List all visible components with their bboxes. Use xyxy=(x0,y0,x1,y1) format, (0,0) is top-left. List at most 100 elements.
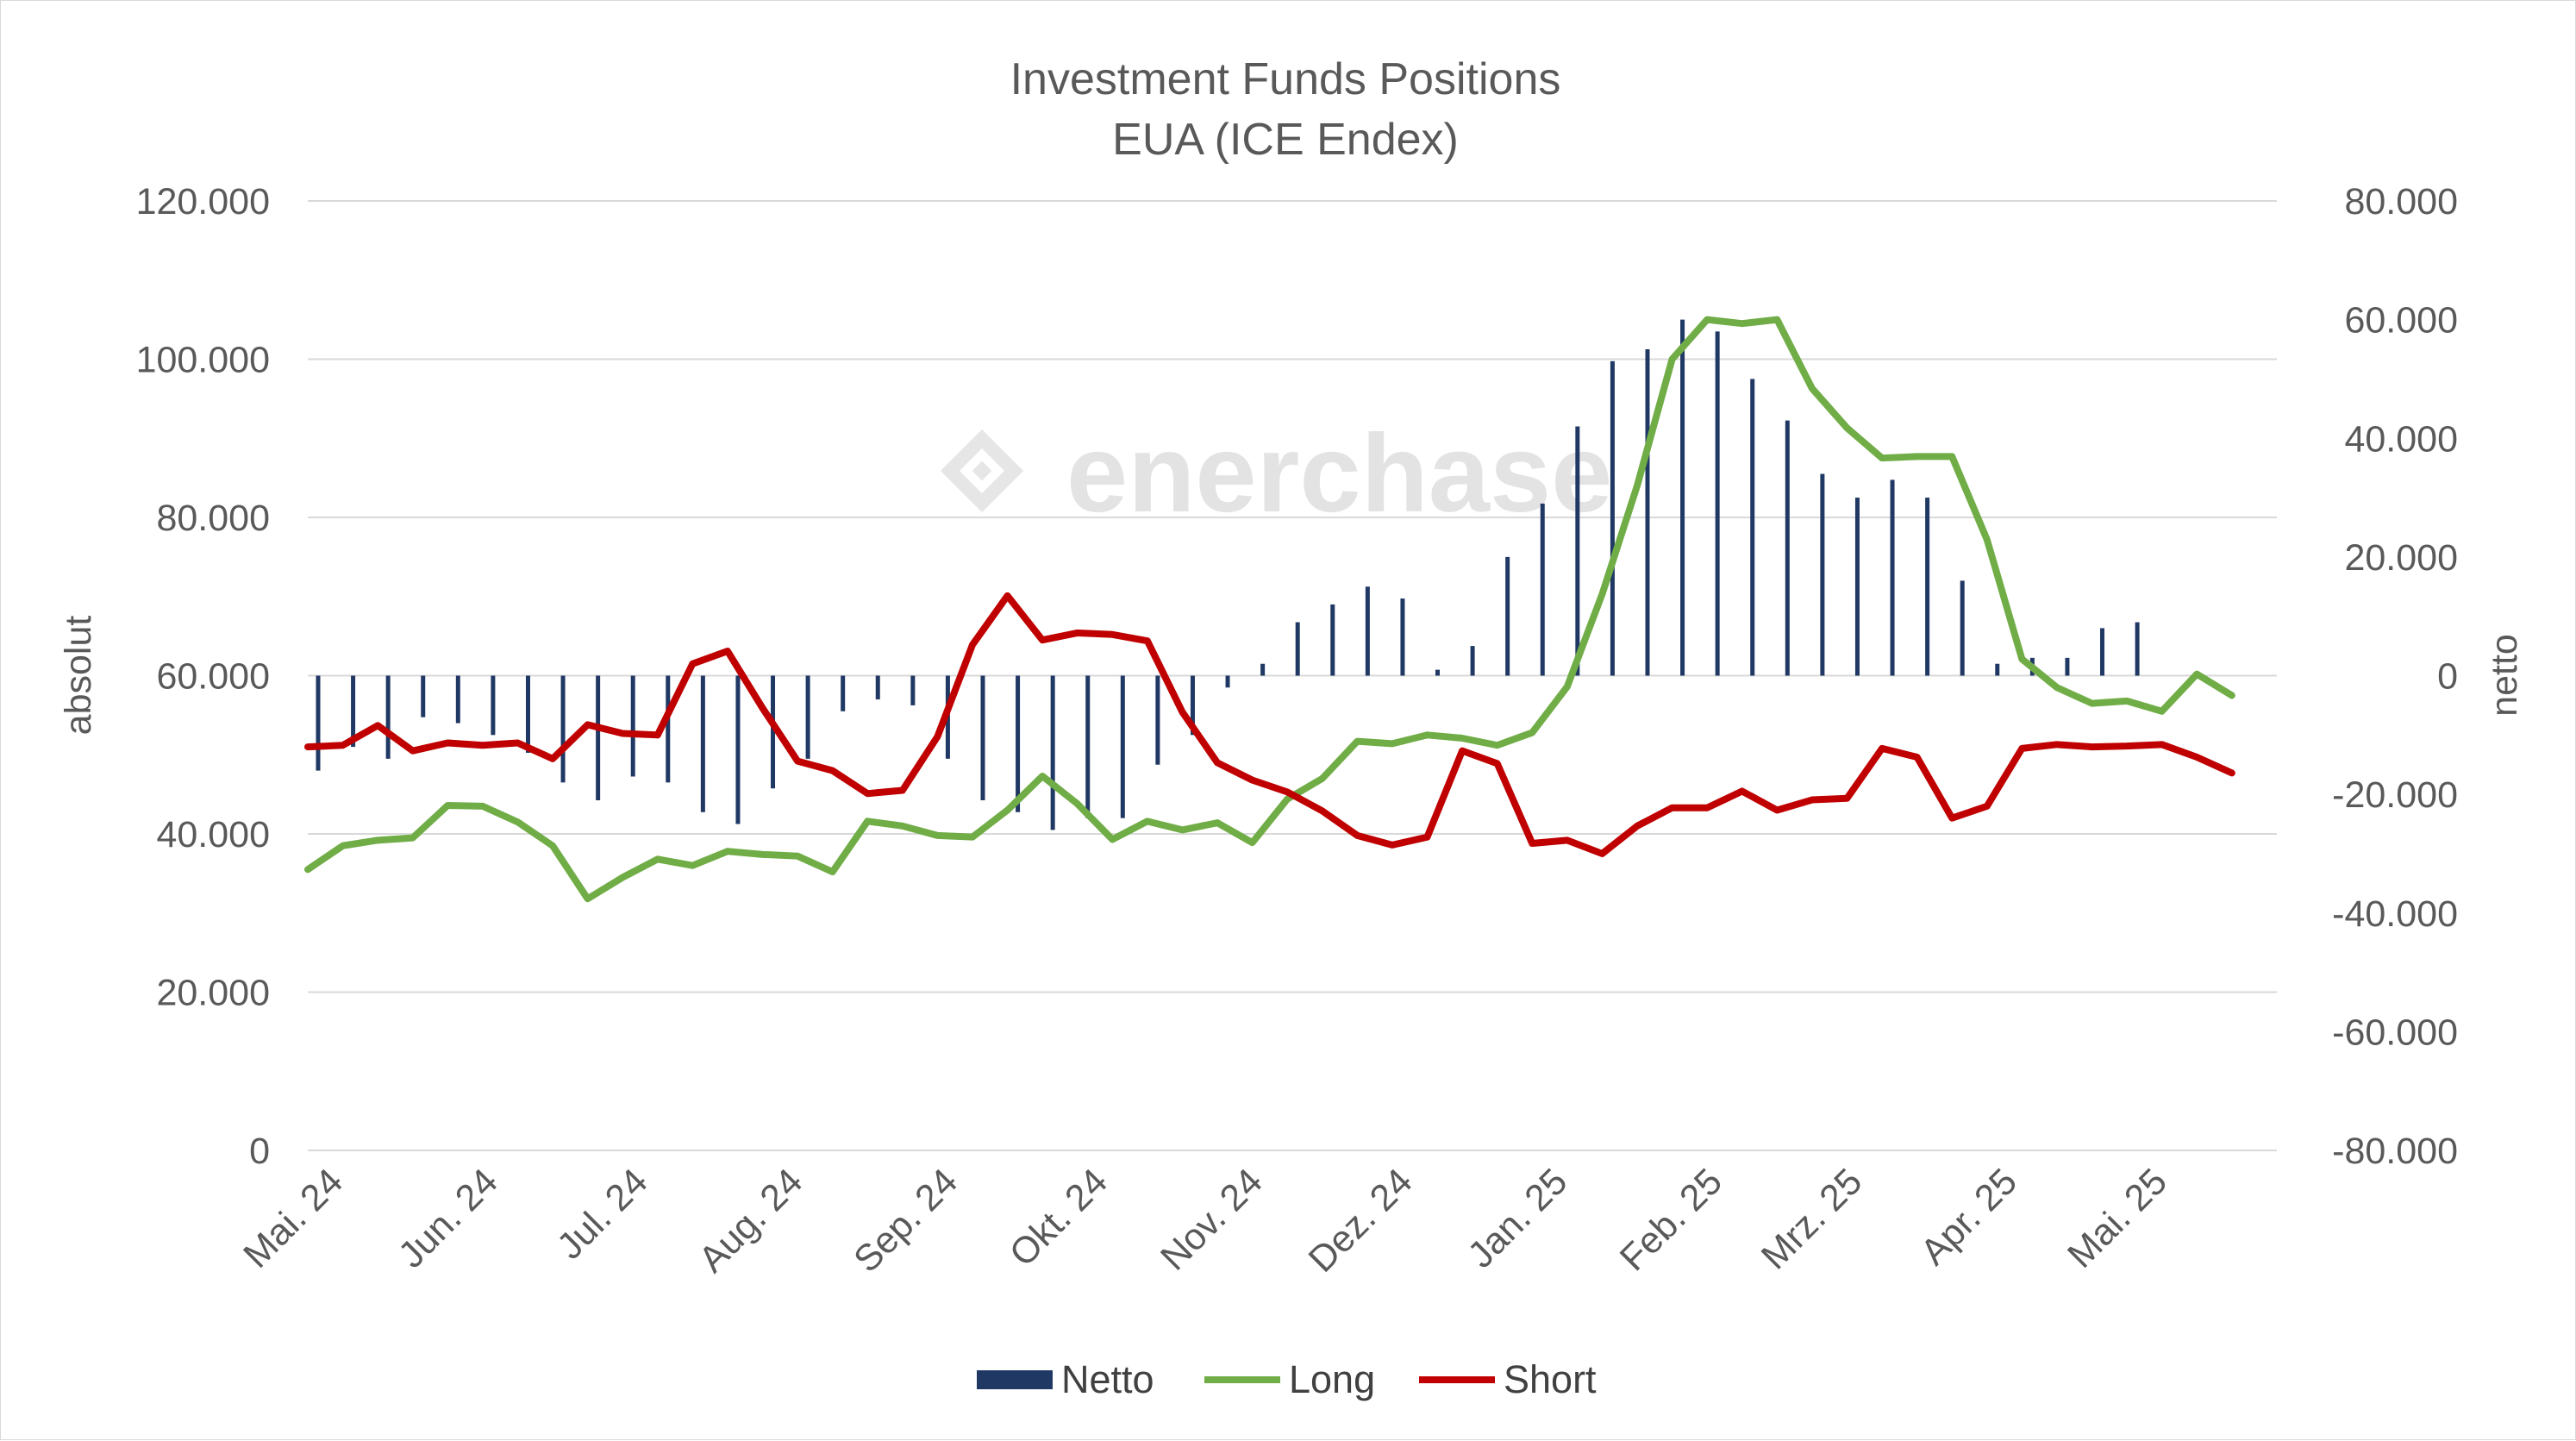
netto-bar xyxy=(1960,580,1965,676)
netto-bar xyxy=(316,675,321,771)
watermark-text: enerchase xyxy=(1066,412,1612,536)
y-tick-label: 20.000 xyxy=(156,973,270,1014)
netto-bar xyxy=(525,675,530,753)
netto-bar xyxy=(2065,657,2070,676)
netto-bar xyxy=(1400,598,1405,676)
x-tick-label: Apr. 25 xyxy=(1913,1161,2025,1273)
netto-bar xyxy=(1925,498,1930,676)
netto-bar xyxy=(2135,622,2140,676)
netto-bar xyxy=(735,675,741,824)
x-tick-label: Jul. 24 xyxy=(549,1161,656,1268)
x-tick-label: Okt. 24 xyxy=(1002,1161,1116,1275)
chart-subtitle: EUA (ICE Endex) xyxy=(1112,115,1459,165)
gridlines xyxy=(308,200,2277,1151)
netto-bar xyxy=(1120,675,1125,818)
chart-title: Investment Funds Positions xyxy=(1010,54,1561,104)
watermark-logo-icon xyxy=(941,429,1023,512)
netto-bar xyxy=(1715,331,1720,676)
netto-bar xyxy=(910,675,916,705)
netto-bar xyxy=(560,675,566,783)
netto-bar xyxy=(666,675,671,783)
netto-bar xyxy=(1085,675,1091,818)
netto-bar xyxy=(1890,479,1895,676)
netto-bar xyxy=(1995,663,2000,676)
y2-tick-label: -60.000 xyxy=(2332,1012,2458,1053)
netto-bar xyxy=(1260,663,1266,676)
netto-bar xyxy=(1295,622,1300,676)
netto-bar xyxy=(1505,556,1510,676)
series-lines xyxy=(304,316,2235,903)
netto-bar xyxy=(1820,473,1825,676)
y2-tick-label: 40.000 xyxy=(2344,418,2458,460)
netto-bar xyxy=(771,675,776,789)
x-tick-label: Nov. 24 xyxy=(1153,1161,1270,1278)
y-tick-label: 0 xyxy=(249,1131,270,1172)
netto-bar xyxy=(385,675,391,759)
y-axis-ticks: 0 20.000 40.000 60.000 80.000 100.000 120.000 xyxy=(136,181,270,1172)
y2-axis-ticks: -80.000 -60.000 -40.000 -20.000 0 20.000 40.00… xyxy=(2332,181,2458,1172)
netto-bar xyxy=(1155,675,1160,765)
netto-bar xyxy=(1680,319,1685,676)
y2-tick-label: -40.000 xyxy=(2332,893,2458,935)
netto-bar xyxy=(1575,426,1580,676)
x-tick-label: Mrz. 25 xyxy=(1754,1161,1870,1277)
netto-bar xyxy=(1470,646,1475,676)
legend: Netto Long Short xyxy=(977,1357,1597,1401)
netto-bar xyxy=(1330,604,1335,676)
short-line xyxy=(304,592,2235,857)
netto-bar xyxy=(1540,503,1545,676)
netto-bar xyxy=(1435,669,1441,676)
netto-bar xyxy=(1854,498,1860,676)
y2-axis-title: netto xyxy=(2484,634,2525,717)
x-tick-label: Mai. 24 xyxy=(235,1161,351,1276)
y-tick-label: 100.000 xyxy=(136,340,270,381)
netto-bar xyxy=(351,675,356,748)
y-tick-label: 40.000 xyxy=(156,814,270,855)
netto-bar xyxy=(1785,420,1790,676)
y-tick-label: 120.000 xyxy=(136,181,270,222)
y2-tick-label: -80.000 xyxy=(2332,1131,2458,1172)
y-tick-label: 60.000 xyxy=(156,656,270,698)
x-tick-label: Jun. 24 xyxy=(391,1161,506,1276)
netto-bar xyxy=(980,675,985,801)
netto-bar xyxy=(805,675,810,759)
legend-swatch-netto xyxy=(977,1370,1053,1389)
netto-bar xyxy=(421,675,426,717)
netto-bar xyxy=(630,675,635,777)
netto-bar xyxy=(1190,675,1195,736)
netto-bar xyxy=(1610,360,1615,676)
netto-bar xyxy=(1225,675,1230,688)
x-tick-label: Mai. 25 xyxy=(2060,1161,2175,1276)
netto-bar xyxy=(1016,675,1021,812)
netto-bar xyxy=(596,675,601,801)
x-tick-label: Jan. 25 xyxy=(1460,1161,1576,1276)
netto-bar xyxy=(841,675,846,711)
netto-bar xyxy=(455,675,460,724)
netto-bar xyxy=(2100,628,2105,676)
y2-tick-label: 60.000 xyxy=(2344,300,2458,341)
y2-tick-label: 20.000 xyxy=(2344,537,2458,579)
x-axis-ticks: Mai. 24 Jun. 24 Jul. 24 Aug. 24 Sep. 24 Okt. … xyxy=(235,1161,2175,1281)
netto-bars xyxy=(316,319,2140,830)
legend-label-long: Long xyxy=(1289,1357,1375,1401)
netto-bar xyxy=(700,675,705,812)
legend-label-short: Short xyxy=(1504,1357,1597,1401)
y-tick-label: 80.000 xyxy=(156,498,270,539)
netto-bar xyxy=(1750,379,1755,676)
x-tick-label: Dez. 24 xyxy=(1301,1161,1421,1281)
netto-bar xyxy=(491,675,496,736)
netto-bar xyxy=(1645,349,1650,676)
y2-tick-label: 80.000 xyxy=(2344,181,2458,222)
netto-bar xyxy=(1050,675,1055,830)
y-axis-title: absolut xyxy=(58,616,99,736)
legend-label-netto: Netto xyxy=(1061,1357,1154,1401)
x-tick-label: Feb. 25 xyxy=(1612,1161,1730,1279)
x-tick-label: Sep. 24 xyxy=(846,1161,966,1281)
long-line xyxy=(304,316,2235,903)
x-tick-label: Aug. 24 xyxy=(691,1161,811,1281)
netto-bar xyxy=(1365,586,1370,676)
y2-tick-label: -20.000 xyxy=(2332,774,2458,816)
y2-tick-label: 0 xyxy=(2437,656,2458,698)
